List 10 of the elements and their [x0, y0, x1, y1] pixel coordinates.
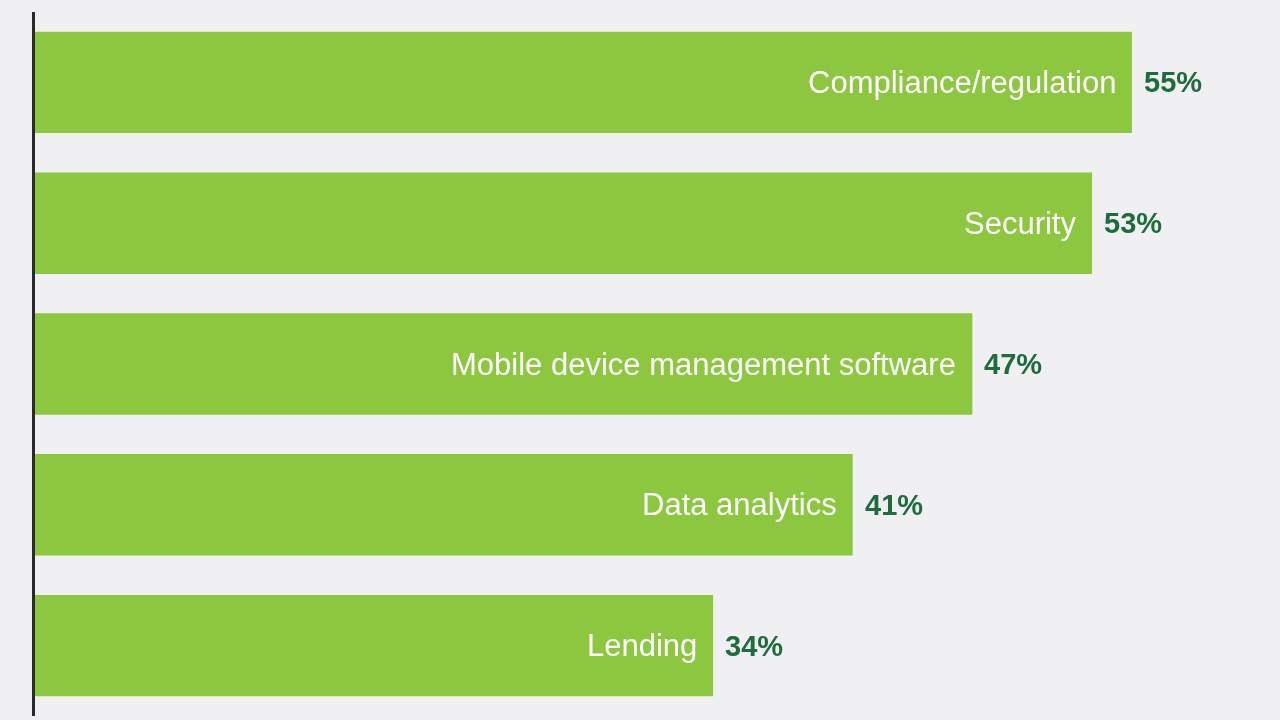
data-label: 34%	[725, 630, 784, 662]
y-tick-label: Data analytics	[642, 487, 837, 522]
data-label: 55%	[1144, 66, 1203, 98]
y-tick-label: Compliance/regulation	[808, 65, 1117, 100]
data-label: 47%	[984, 348, 1043, 380]
data-label: 53%	[1104, 207, 1163, 239]
y-tick-label: Security	[964, 206, 1077, 241]
data-label: 41%	[865, 489, 924, 521]
y-tick-label: Mobile device management software	[451, 347, 956, 382]
y-tick-label: Lending	[587, 628, 698, 663]
